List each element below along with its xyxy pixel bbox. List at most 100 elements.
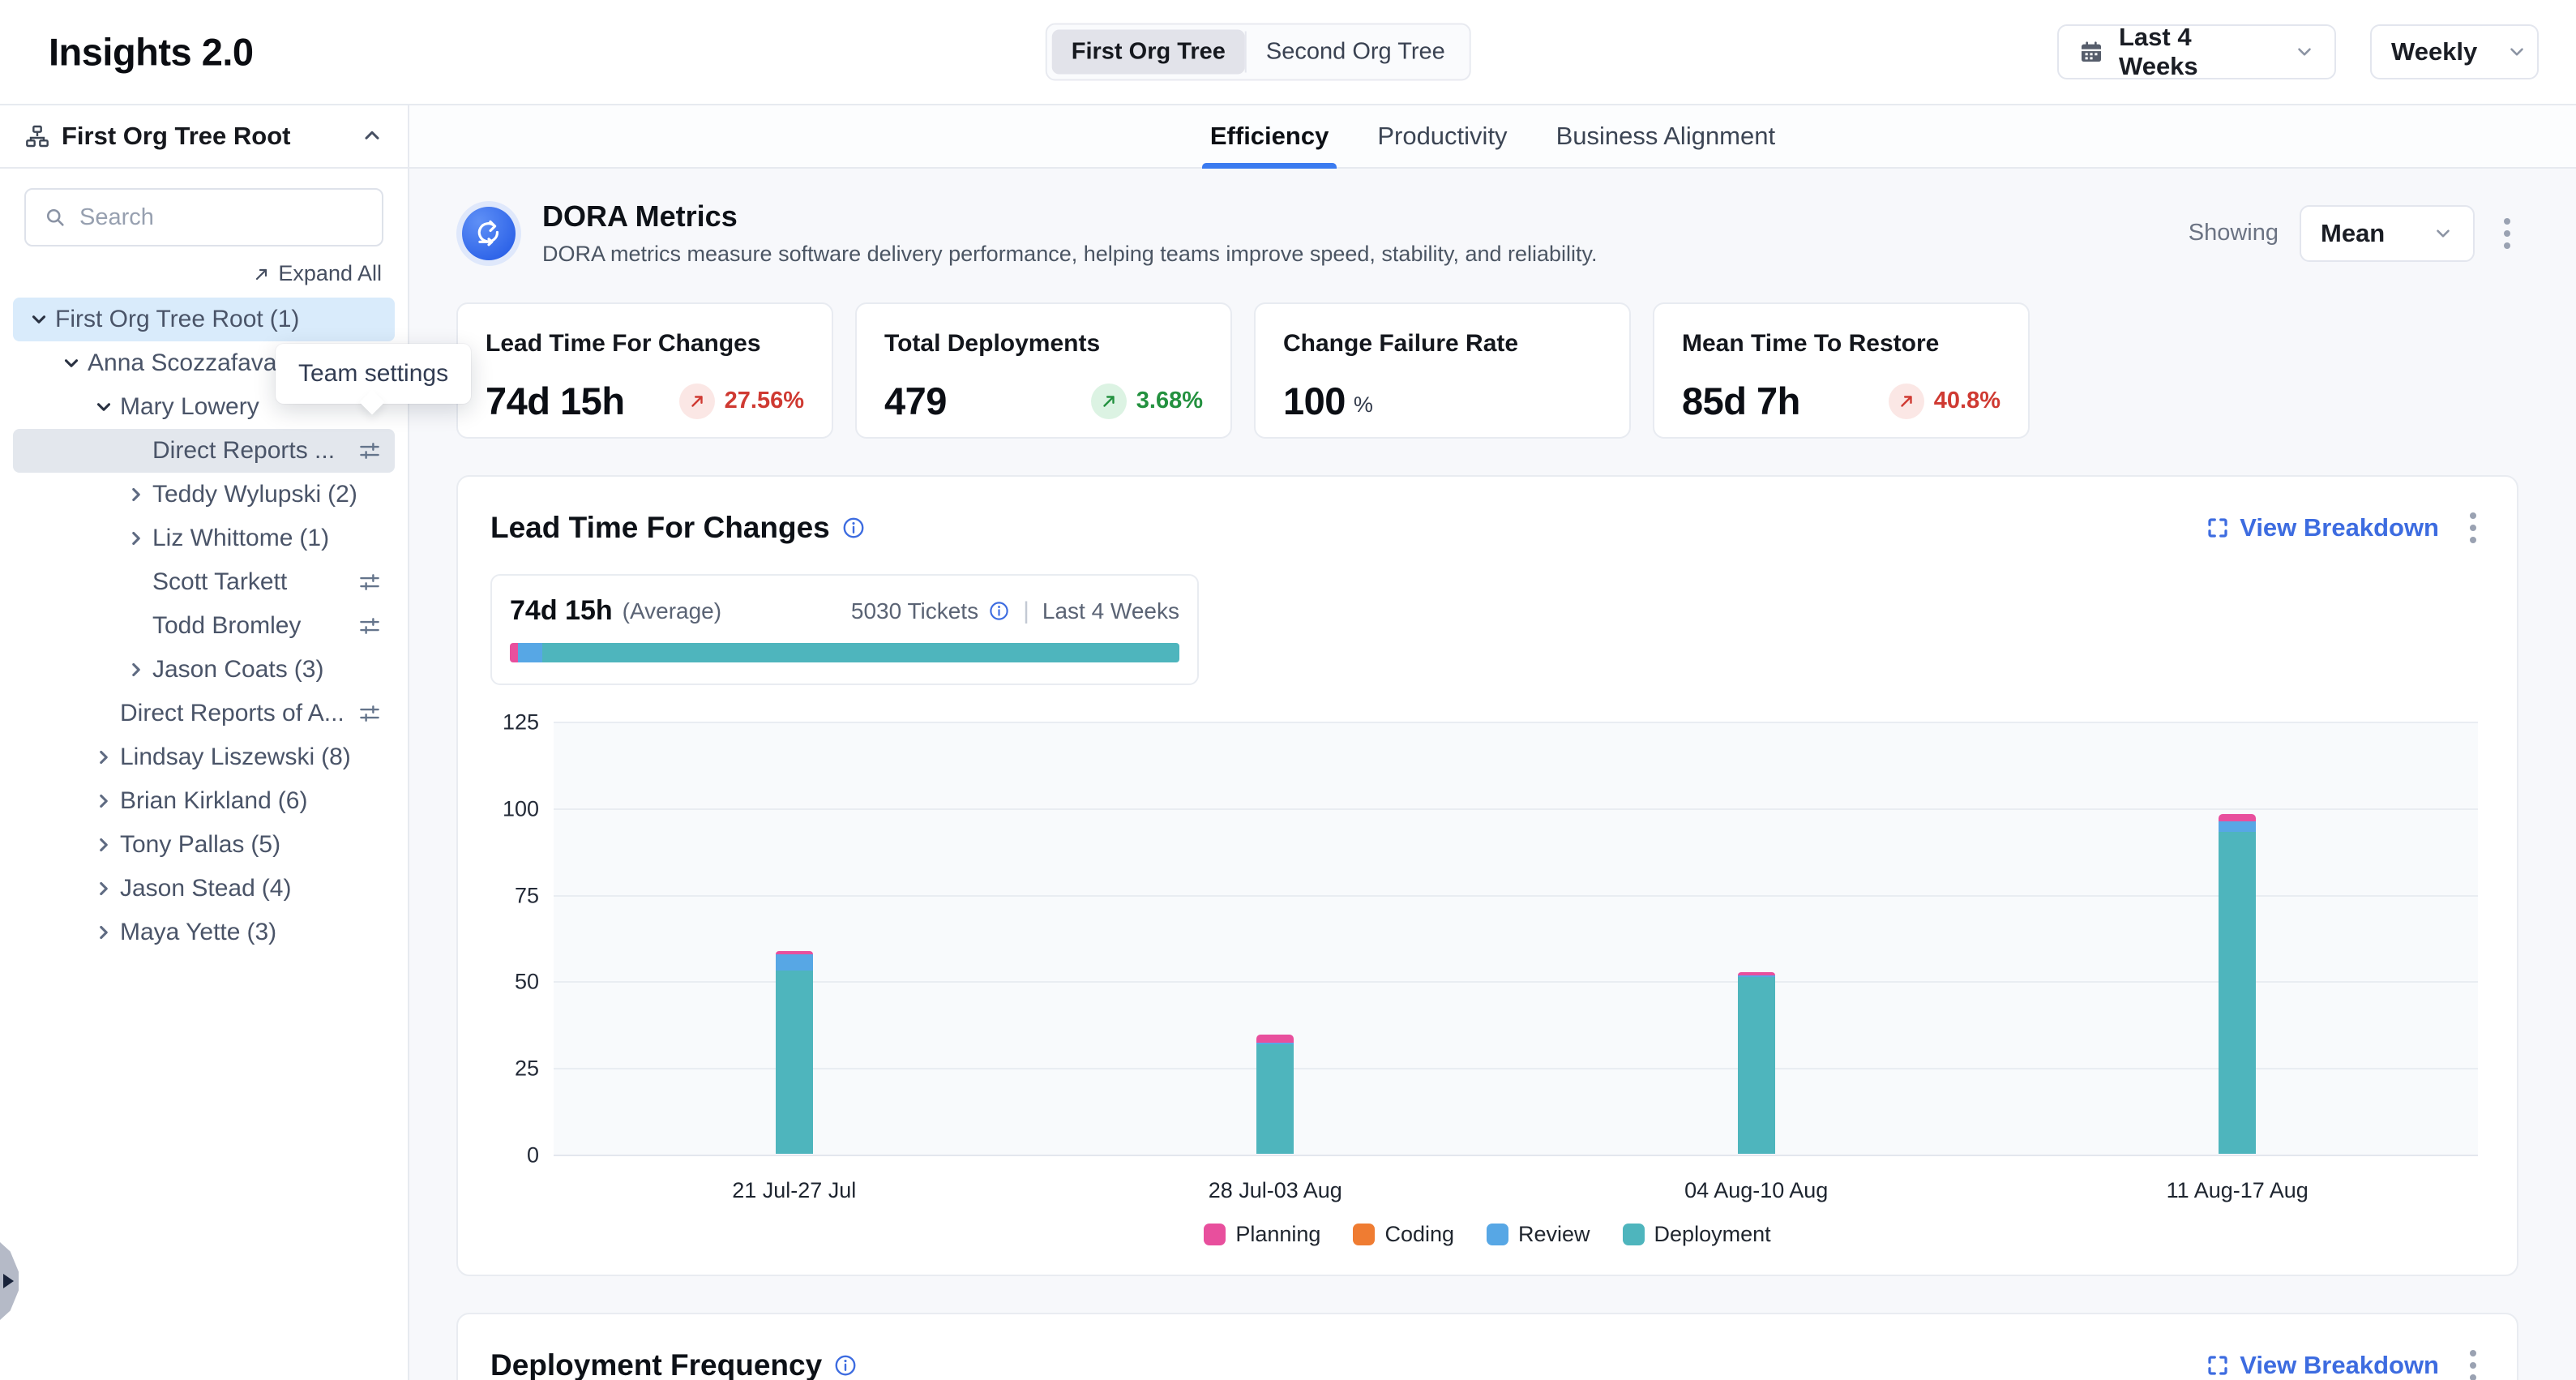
lead-time-summary-card: 74d 15h (Average) 5030 Tickets | Last 4 … — [490, 574, 1199, 685]
tree-node-scott-tarkett[interactable]: Scott Tarkett — [13, 560, 395, 604]
team-settings-sliders-icon[interactable] — [357, 701, 382, 726]
org-tree-toggle-option[interactable]: Second Org Tree — [1265, 38, 1445, 65]
tree-node-todd-bromley[interactable]: Todd Bromley — [13, 604, 395, 648]
tab-productivity[interactable]: Productivity — [1377, 122, 1508, 150]
expand-all-button[interactable]: Expand All — [24, 261, 382, 286]
team-settings-sliders-icon[interactable] — [357, 439, 382, 463]
tree-node-first-org-tree-root[interactable]: First Org Tree Root (1) — [13, 298, 395, 341]
tree-node-mary-lowery[interactable]: Mary Lowery — [13, 385, 395, 429]
tree-node-teddy-wylupski[interactable]: Teddy Wylupski (2) — [13, 473, 395, 516]
tree-node-label: Maya Yette — [120, 919, 241, 945]
info-icon[interactable] — [841, 516, 866, 540]
org-tree: First Org Tree Root (1) Anna Scozzafava Mar… — [11, 298, 396, 954]
chevron-right-icon[interactable] — [88, 791, 120, 812]
legend-item-coding[interactable]: Coding — [1353, 1222, 1454, 1247]
org-tree-toggle-option[interactable]: First Org Tree — [1051, 29, 1245, 75]
trend-badge: 3.68% — [1090, 383, 1203, 419]
tree-node-anna-scozzafava[interactable]: Anna Scozzafava — [13, 341, 395, 385]
team-settings-sliders-icon[interactable] — [357, 570, 382, 594]
chevron-right-icon[interactable] — [88, 922, 120, 943]
tree-node-direct-reports-of-a[interactable]: Direct Reports of A... — [13, 692, 395, 735]
x-axis-label: 04 Aug-10 Aug — [1684, 1178, 1829, 1202]
date-range-select[interactable]: Last 4 Weeks — [2057, 23, 2336, 80]
deployment-frequency-kebab-menu[interactable] — [2462, 1342, 2484, 1380]
legend-item-deployment[interactable]: Deployment — [1622, 1222, 1771, 1247]
summary-period: Last 4 Weeks — [1042, 598, 1179, 624]
chart-bar-2[interactable] — [1256, 1034, 1294, 1154]
tree-node-direct-reports[interactable]: Direct Reports ... — [13, 429, 395, 473]
x-axis-label: 11 Aug-17 Aug — [2166, 1178, 2309, 1202]
tooltip-team-settings: Team settings — [276, 344, 472, 415]
tree-node-label: Direct Reports ... — [152, 437, 336, 464]
calendar-icon — [2078, 39, 2104, 65]
header-controls: Last 4 Weeks Weekly — [2057, 23, 2539, 80]
y-axis-tick: 50 — [514, 969, 539, 994]
lead-time-view-breakdown[interactable]: View Breakdown — [2206, 513, 2439, 542]
showing-select[interactable]: Mean — [2300, 204, 2475, 262]
tree-node-label: Lindsay Liszewski — [120, 744, 315, 770]
chevron-right-icon[interactable] — [120, 484, 152, 505]
page-title: Insights 2.0 — [49, 30, 254, 74]
chevron-right-icon[interactable] — [88, 878, 120, 899]
chevron-down-icon[interactable] — [23, 309, 55, 330]
org-tree-toggle: First Org Tree Second Org Tree — [1045, 23, 1471, 81]
legend-swatch — [1204, 1224, 1226, 1245]
stat-card-value: 85d 7h — [1682, 379, 1800, 422]
chevron-down-icon[interactable] — [55, 353, 88, 374]
chevron-right-icon[interactable] — [120, 528, 152, 549]
chevron-down-icon — [2506, 41, 2527, 62]
chevron-right-icon[interactable] — [120, 659, 152, 680]
bar-segment-review — [775, 954, 813, 971]
chevron-right-icon[interactable] — [88, 834, 120, 855]
stat-card-total-deployments: Total Deployments 479 3.68% — [855, 302, 1232, 439]
lead-time-chart: 0 25 50 75 100 125 21 Jul-27 Jul 28 Jul-03 Aug 0… — [503, 710, 2478, 1202]
granularity-select[interactable]: Weekly — [2370, 24, 2539, 79]
lead-time-kebab-menu[interactable] — [2462, 504, 2484, 551]
stat-card-title: Mean Time To Restore — [1682, 330, 1940, 357]
tree-node-lindsay-liszewski[interactable]: Lindsay Liszewski (8) — [13, 735, 395, 779]
collapse-sidebar-chevron-up-icon[interactable] — [361, 125, 383, 148]
tree-node-label: Jason Stead — [120, 875, 255, 902]
bar-segment-deployment — [2219, 831, 2257, 1154]
tree-node-jason-stead[interactable]: Jason Stead (4) — [13, 867, 395, 911]
tree-node-brian-kirkland[interactable]: Brian Kirkland (6) — [13, 779, 395, 823]
tree-node-count: (3) — [246, 919, 277, 945]
deployment-frequency-view-breakdown[interactable]: View Breakdown — [2206, 1351, 2439, 1380]
tree-node-jason-coats[interactable]: Jason Coats (3) — [13, 648, 395, 692]
tree-node-label: Todd Bromley — [152, 612, 302, 639]
info-icon[interactable] — [988, 600, 1010, 622]
tickets-count: 5030 Tickets — [850, 598, 979, 624]
chevron-down-icon[interactable] — [88, 396, 120, 418]
sidebar-expand-handle[interactable] — [0, 1242, 19, 1320]
tree-node-label: Jason Coats — [152, 656, 288, 683]
gridline — [554, 894, 2478, 897]
dora-icon-halo — [456, 200, 521, 266]
org-tree-icon — [24, 123, 50, 149]
tree-node-liz-whittome[interactable]: Liz Whittome (1) — [13, 516, 395, 560]
trend-up-arrow-icon — [1888, 383, 1924, 419]
search-input[interactable] — [79, 204, 364, 231]
tree-node-label: Liz Whittome — [152, 525, 293, 551]
tab-efficiency[interactable]: Efficiency — [1201, 105, 1337, 169]
tree-node-tony-pallas[interactable]: Tony Pallas (5) — [13, 823, 395, 867]
legend-item-planning[interactable]: Planning — [1204, 1222, 1320, 1247]
tree-node-label: Teddy Wylupski — [152, 481, 322, 508]
bar-segment-deployment — [775, 970, 813, 1154]
y-axis-tick: 100 — [502, 796, 539, 821]
chart-bar-3[interactable] — [1737, 971, 1775, 1154]
phase-segment-planning — [510, 643, 518, 662]
y-axis-tick: 125 — [502, 709, 539, 735]
chevron-right-icon[interactable] — [88, 747, 120, 768]
tab-business-alignment[interactable]: Business Alignment — [1555, 122, 1776, 150]
tree-node-count: (8) — [321, 744, 351, 770]
chevron-down-icon — [2294, 41, 2315, 62]
chart-bar-1[interactable] — [775, 951, 813, 1154]
tree-node-label: Brian Kirkland — [120, 787, 272, 814]
x-axis-label: 28 Jul-03 Aug — [1208, 1178, 1342, 1202]
legend-item-review[interactable]: Review — [1487, 1222, 1590, 1247]
info-icon[interactable] — [833, 1353, 858, 1378]
tree-node-maya-yette[interactable]: Maya Yette (3) — [13, 911, 395, 954]
chart-bar-4[interactable] — [2219, 814, 2257, 1154]
team-settings-sliders-icon[interactable] — [357, 614, 382, 638]
dora-kebab-menu[interactable] — [2496, 210, 2518, 257]
